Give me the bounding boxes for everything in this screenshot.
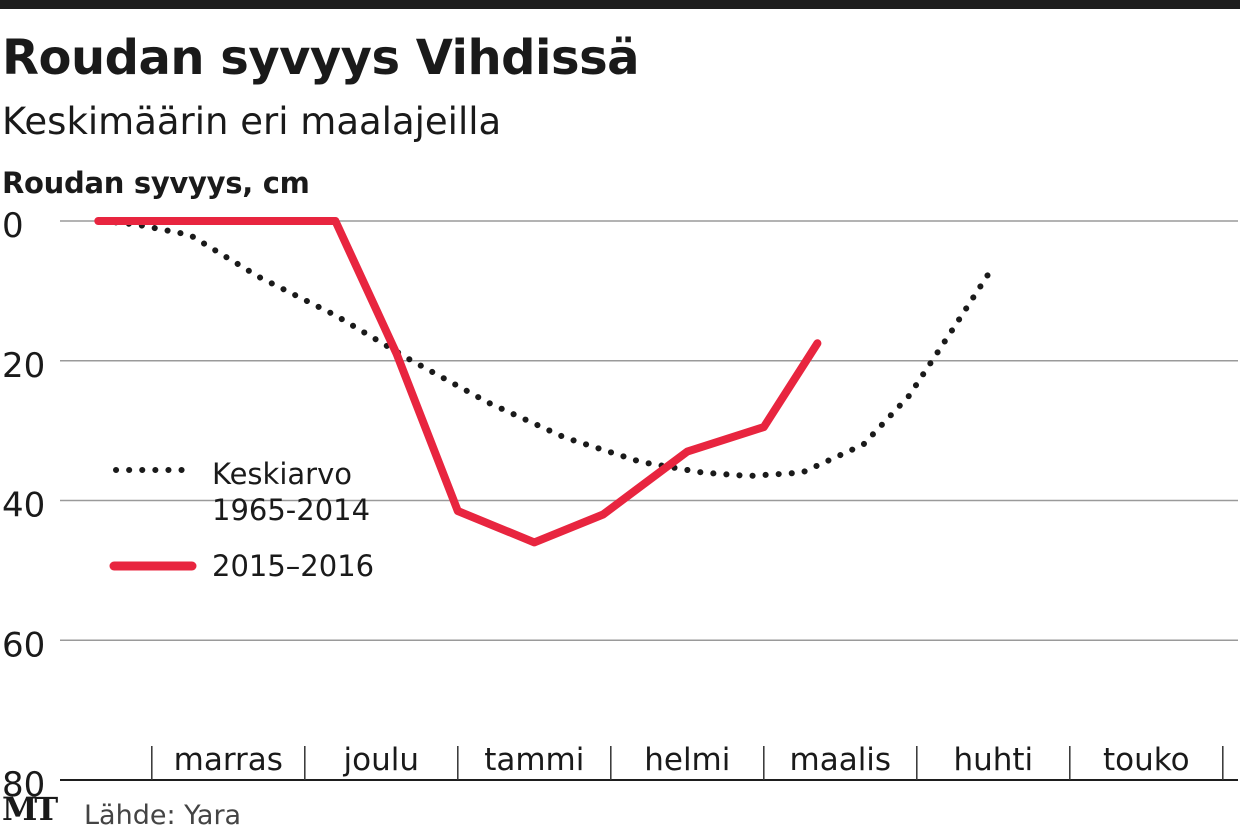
mt-logo: MT: [2, 790, 58, 828]
series-line-current: [94, 217, 822, 547]
chart-subtitle: Keskimäärin eri maalajeilla: [2, 100, 502, 143]
series-line-average: [99, 218, 997, 479]
y-tick-label: 0: [2, 206, 24, 246]
y-tick-label: 80: [2, 765, 45, 805]
x-tick-label-tammi: tammi: [484, 742, 584, 778]
y-tick-label: 40: [2, 486, 45, 526]
source-note: Lähde: Yara: [84, 800, 242, 831]
top-rule: [0, 0, 1240, 9]
x-tick-label-joulu: joulu: [343, 742, 420, 778]
y-axis-label: Roudan syvyys, cm: [2, 166, 310, 200]
x-tick-label-marras: marras: [174, 742, 283, 778]
chart-title: Roudan syvyys Vihdissä: [2, 30, 640, 86]
x-tick-label-touko: touko: [1103, 742, 1190, 778]
x-tick-label-helmi: helmi: [644, 742, 730, 778]
y-tick-label: 60: [2, 625, 45, 665]
legend-label-current: 2015–2016: [212, 549, 375, 583]
y-tick-label: 20: [2, 346, 45, 386]
legend-label-average: Keskiarvo 1965-2014: [212, 457, 371, 527]
x-tick-label-maalis: maalis: [790, 742, 892, 778]
x-tick-label-huhti: huhti: [953, 742, 1033, 778]
